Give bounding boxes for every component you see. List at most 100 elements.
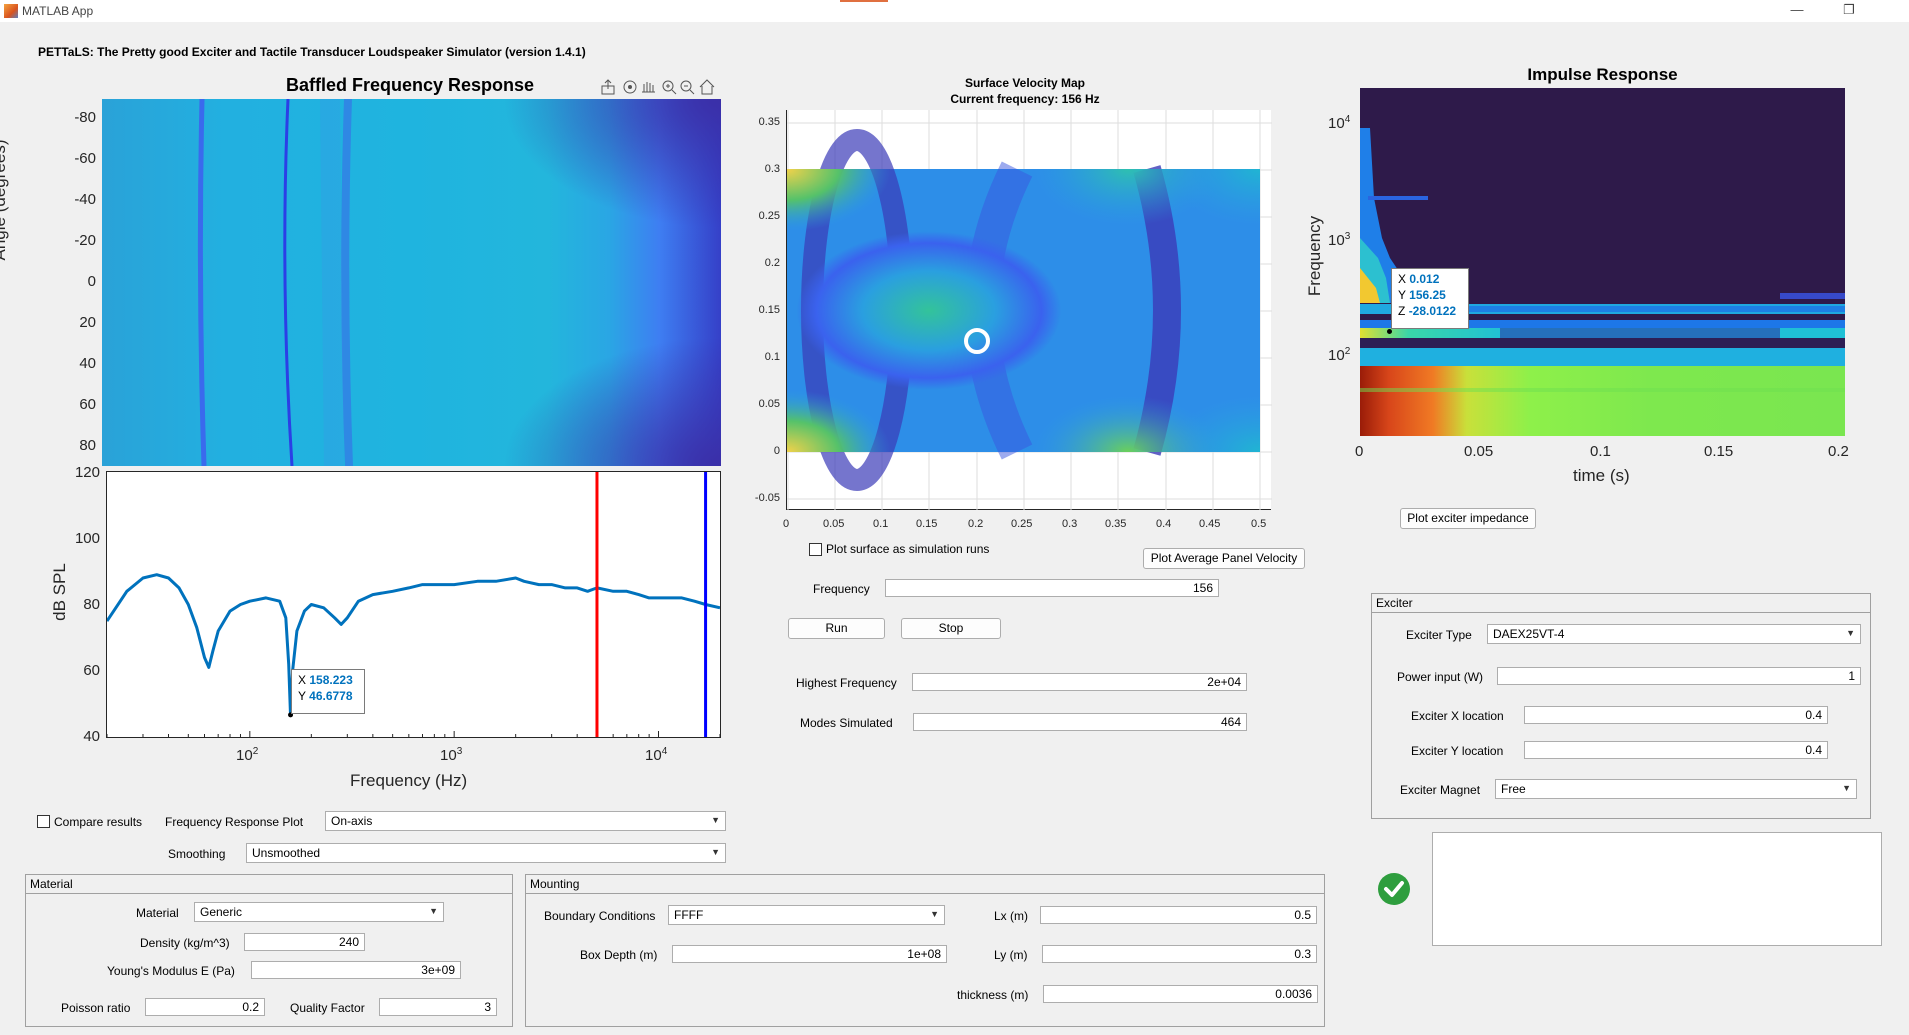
exciter-location-marker xyxy=(964,328,990,354)
x-tick: 0.2 xyxy=(1828,443,1849,460)
thickness-label: thickness (m) xyxy=(957,988,1029,1002)
minimize-button[interactable]: — xyxy=(1790,2,1804,17)
quality-factor-input[interactable] xyxy=(379,998,497,1016)
y-tick: 0.05 xyxy=(758,398,780,410)
boundary-conditions-dropdown[interactable]: FFFF ▼ xyxy=(668,905,945,925)
y-tick: 0.25 xyxy=(758,210,780,222)
mounting-panel: Mounting xyxy=(525,874,1325,1027)
ly-input[interactable] xyxy=(1042,945,1317,963)
x-tick: 0.15 xyxy=(916,518,938,530)
exciter-y-location-input[interactable] xyxy=(1524,741,1828,759)
zoom-out-icon[interactable] xyxy=(680,80,695,95)
home-icon[interactable] xyxy=(699,79,715,95)
modes-simulated-input[interactable] xyxy=(913,713,1247,731)
surface-xticks: 0 0.05 0.1 0.15 0.2 0.25 0.3 0.35 0.4 0.… xyxy=(783,518,1283,532)
spl-yticks: 120 100 80 60 40 xyxy=(40,464,100,745)
spl-plot[interactable] xyxy=(105,471,721,738)
thickness-input[interactable] xyxy=(1043,985,1318,1003)
smoothing-dropdown[interactable]: Unsmoothed ▼ xyxy=(246,843,726,863)
youngs-modulus-input[interactable] xyxy=(251,961,461,979)
surface-axes[interactable] xyxy=(786,110,1272,510)
exciter-type-label: Exciter Type xyxy=(1406,628,1472,642)
zoom-in-icon[interactable] xyxy=(662,80,677,95)
spl-datatip: X 158.223 Y 46.6778 xyxy=(291,669,365,714)
exciter-panel: Exciter xyxy=(1371,593,1871,819)
highest-frequency-input[interactable] xyxy=(912,673,1247,691)
current-frequency: Current frequency: 156 Hz xyxy=(950,92,1100,106)
impulse-xticks: 0 0.05 0.1 0.15 0.2 xyxy=(1355,443,1855,461)
frequency-response-plot-dropdown[interactable]: On-axis ▼ xyxy=(325,811,726,831)
impulse-datatip-point xyxy=(1387,329,1392,334)
y-tick: 0.1 xyxy=(764,351,780,363)
spl-ylabel: dB SPL xyxy=(50,563,69,621)
x-tick: 0.45 xyxy=(1199,518,1221,530)
surface-yticks: 0.35 0.3 0.25 0.2 0.15 0.1 0.05 0 -0.05 xyxy=(740,110,782,510)
baffled-heatmap[interactable] xyxy=(102,98,721,467)
x-tick: 0.35 xyxy=(1105,518,1127,530)
modes-simulated-label: Modes Simulated xyxy=(800,716,893,730)
y-tick: 0 xyxy=(773,445,780,457)
y-tick: -60 xyxy=(74,150,96,167)
exciter-panel-title: Exciter xyxy=(1376,596,1413,610)
plot-exciter-impedance-button[interactable]: Plot exciter impedance xyxy=(1400,508,1536,529)
x-tick-10000: 104 xyxy=(645,746,668,764)
y-tick: -40 xyxy=(74,191,96,208)
baffled-yticks: -80 -60 -40 -20 0 20 40 60 80 xyxy=(0,99,98,466)
exciter-x-location-label: Exciter X location xyxy=(1411,709,1504,723)
y-tick: 60 xyxy=(79,396,96,413)
export-icon[interactable] xyxy=(601,79,615,95)
y-tick: 120 xyxy=(74,464,100,481)
exciter-type-dropdown[interactable]: DAEX25VT-4 ▼ xyxy=(1487,624,1861,644)
y-tick: 40 xyxy=(79,355,96,372)
material-panel: Material xyxy=(25,874,513,1027)
chevron-down-icon: ▼ xyxy=(711,815,720,825)
youngs-modulus-label: Young's Modulus E (Pa) xyxy=(107,964,235,978)
title-accent xyxy=(840,0,888,2)
compare-results-checkbox[interactable] xyxy=(37,815,50,828)
box-depth-input[interactable] xyxy=(672,945,947,963)
boundary-conditions-label: Boundary Conditions xyxy=(544,909,656,923)
plot-surface-checkbox[interactable] xyxy=(809,543,822,556)
y-tick: -0.05 xyxy=(754,492,780,504)
impulse-datatip: X 0.012 Y 156.25 Z -28.0122 xyxy=(1391,268,1469,329)
app-title: PETTaLS: The Pretty good Exciter and Tac… xyxy=(38,45,586,59)
box-depth-label: Box Depth (m) xyxy=(580,948,658,962)
rotate-icon[interactable] xyxy=(623,80,637,94)
y-tick: 100 xyxy=(74,530,100,547)
lx-label: Lx (m) xyxy=(994,909,1028,923)
frequency-input[interactable] xyxy=(885,579,1219,597)
y-tick: 60 xyxy=(83,662,100,679)
x-tick: 0.5 xyxy=(1251,518,1267,530)
restore-button[interactable]: ❐ xyxy=(1843,2,1855,17)
exciter-magnet-dropdown[interactable]: Free ▼ xyxy=(1495,779,1857,799)
y-tick: 0.15 xyxy=(758,304,780,316)
density-input[interactable] xyxy=(244,933,365,951)
pan-icon[interactable] xyxy=(642,82,655,93)
frequency-response-plot-label: Frequency Response Plot xyxy=(165,815,304,829)
exciter-x-location-input[interactable] xyxy=(1524,706,1828,724)
power-input-field[interactable] xyxy=(1497,667,1861,685)
lx-input[interactable] xyxy=(1040,906,1317,924)
y-tick: 104 xyxy=(1328,114,1351,132)
plot-average-panel-velocity-button[interactable]: Plot Average Panel Velocity xyxy=(1143,548,1305,569)
exciter-y-location-label: Exciter Y location xyxy=(1411,744,1504,758)
material-dropdown[interactable]: Generic ▼ xyxy=(194,902,444,922)
run-button[interactable]: Run xyxy=(788,618,885,639)
y-tick: 40 xyxy=(83,728,100,745)
chevron-down-icon: ▼ xyxy=(711,847,720,857)
y-tick: 20 xyxy=(79,314,96,331)
y-tick: 0.2 xyxy=(764,257,780,269)
x-tick-1000: 103 xyxy=(440,746,463,764)
baffled-ylabel: Angle (degrees) xyxy=(0,139,9,261)
status-ok-icon xyxy=(1378,873,1410,905)
status-message-box[interactable] xyxy=(1432,832,1882,946)
x-tick: 0.1 xyxy=(1590,443,1611,460)
spl-xlabel: Frequency (Hz) xyxy=(350,771,468,790)
window-title: MATLAB App xyxy=(22,4,94,18)
poisson-ratio-input[interactable] xyxy=(145,998,265,1016)
impulse-heatmap[interactable] xyxy=(1360,88,1845,436)
stop-button[interactable]: Stop xyxy=(901,618,1001,639)
baffled-title: Baffled Frequency Response xyxy=(285,75,535,95)
matlab-app-icon xyxy=(4,4,18,18)
x-tick: 0.25 xyxy=(1011,518,1033,530)
